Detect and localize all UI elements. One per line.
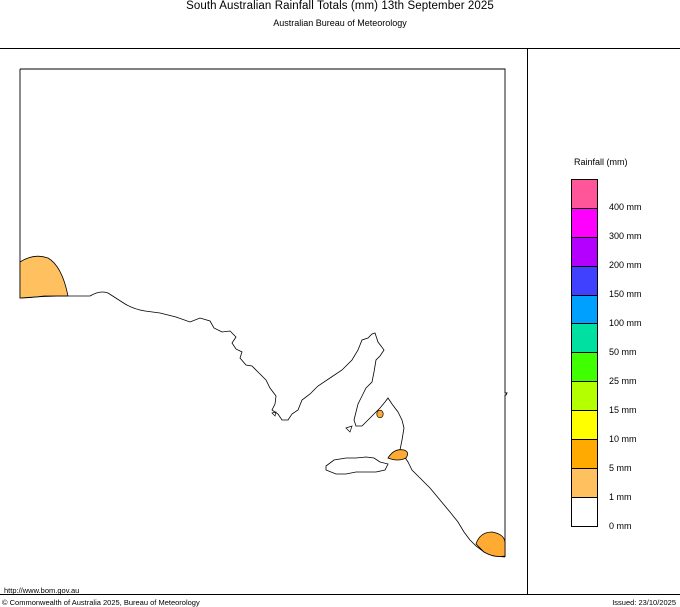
copyright-text: © Commonwealth of Australia 2025, Bureau…: [2, 598, 200, 607]
legend-label: 300 mm: [609, 231, 642, 241]
rain-area-fleurieu: [387, 449, 408, 461]
legend-label: 25 mm: [609, 376, 637, 386]
island-yp-tip: [345, 425, 353, 433]
map-subtitle: Australian Bureau of Meteorology: [273, 18, 407, 28]
legend-label: 150 mm: [609, 289, 642, 299]
island-small: [271, 411, 277, 417]
issued-date: Issued: 23/10/2025: [612, 598, 676, 607]
legend-label: 1 mm: [609, 492, 632, 502]
legend-label: 10 mm: [609, 434, 637, 444]
rain-area-yorke: [376, 409, 384, 419]
source-url[interactable]: http://www.bom.gov.au: [4, 586, 80, 595]
legend-title: Rainfall (mm): [574, 157, 628, 167]
legend-swatch: [571, 467, 598, 498]
legend-label: 100 mm: [609, 318, 642, 328]
rain-area-south-east: [475, 531, 506, 557]
legend-color-bar: [571, 179, 598, 527]
legend-label: 50 mm: [609, 347, 637, 357]
legend-swatch: [571, 207, 598, 238]
state-border: [20, 68, 508, 557]
legend-swatch: [571, 265, 598, 296]
kangaroo-island: [325, 456, 389, 475]
legend-swatch: [571, 410, 598, 441]
legend-swatch: [571, 352, 598, 383]
legend-label: 5 mm: [609, 463, 632, 473]
legend-swatch: [571, 323, 598, 354]
legend-swatch: [571, 179, 598, 209]
coastline: [19, 291, 506, 558]
legend-label: 0 mm: [609, 521, 632, 531]
legend-label: 15 mm: [609, 405, 637, 415]
legend-swatch: [571, 439, 598, 469]
map-frame: [0, 48, 680, 595]
legend-swatch: [571, 496, 598, 527]
legend-swatch: [571, 381, 598, 412]
legend-swatch: [571, 236, 598, 267]
rainfall-map: [19, 68, 508, 558]
legend-label: 400 mm: [609, 202, 642, 212]
map-title: South Australian Rainfall Totals (mm) 13…: [186, 0, 494, 12]
legend-swatch: [571, 294, 598, 325]
legend-label: 200 mm: [609, 260, 642, 270]
rain-area-west: [19, 255, 69, 299]
legend-divider: [527, 48, 528, 595]
